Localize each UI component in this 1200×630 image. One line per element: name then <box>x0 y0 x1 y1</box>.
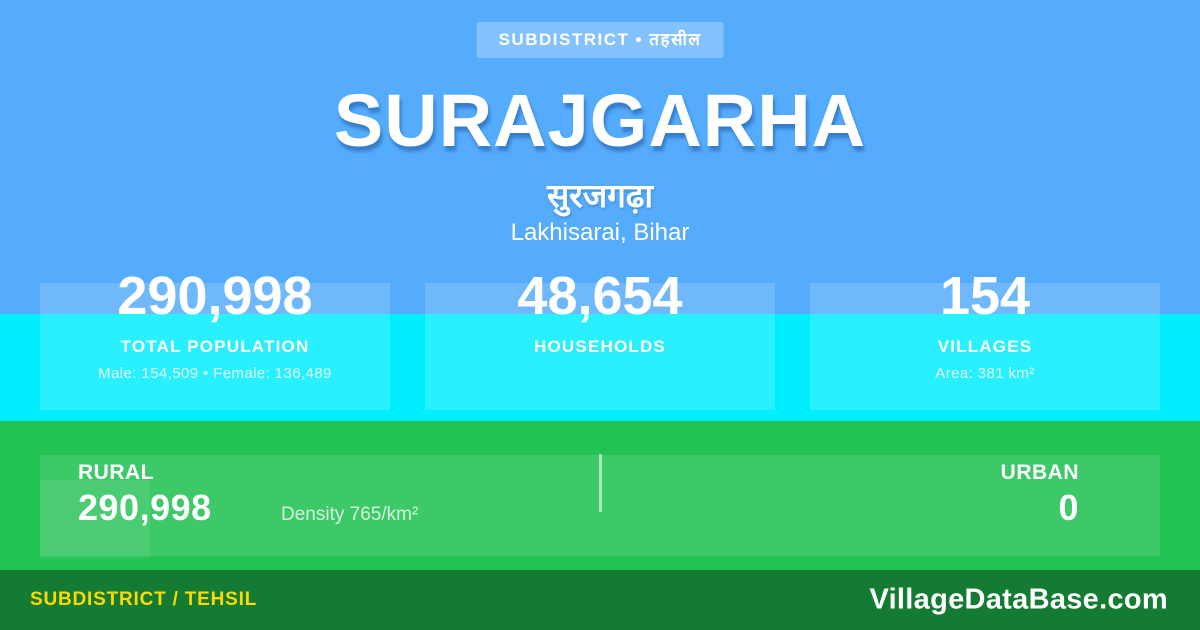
stat-value-villages: 154 <box>939 266 1031 326</box>
stat-sub-gender-split: Male: 154,509 • Female: 136,489 <box>98 365 332 382</box>
rural-urban-divider <box>599 454 602 512</box>
subdistrict-badge: SUBDISTRICT • तहसील <box>476 22 724 58</box>
stat-label-total-population: TOTAL POPULATION <box>120 337 310 356</box>
stat-card-households: 48,654 HOUSEHOLDS <box>425 266 775 410</box>
stat-value-total-population: 290,998 <box>117 266 313 326</box>
stat-card-villages: 154 VILLAGES Area: 381 km² <box>810 266 1160 410</box>
stat-value-households: 48,654 <box>517 266 683 326</box>
urban-value: 0 <box>1058 487 1079 528</box>
footer-bar: SUBDISTRICT / TEHSIL VillageDataBase.com <box>0 570 1200 630</box>
urban-label: URBAN <box>1000 461 1079 484</box>
page-title: SURAJGARHA <box>333 79 867 162</box>
density-text: Density 765/km² <box>281 504 419 525</box>
rural-value: 290,998 <box>78 487 212 528</box>
page-title-hindi: सुरजगढ़ा <box>547 177 653 214</box>
location-text: Lakhisarai, Bihar <box>510 219 690 246</box>
footer-site-brand: VillageDataBase.com <box>869 583 1168 616</box>
rural-block: RURAL 290,998 <box>78 461 212 529</box>
rural-urban-band: RURAL 290,998 Density 765/km² URBAN 0 <box>0 421 1200 570</box>
stat-sub-area: Area: 381 km² <box>935 365 1035 382</box>
stats-band <box>0 314 1200 421</box>
urban-block: URBAN 0 <box>1001 461 1079 529</box>
rural-label: RURAL <box>78 461 154 484</box>
decorative-overlay <box>40 480 150 558</box>
footer-type-label: SUBDISTRICT / TEHSIL <box>30 589 258 610</box>
stat-label-villages: VILLAGES <box>937 337 1033 356</box>
stat-card-total-population: 290,998 TOTAL POPULATION Male: 154,509 •… <box>40 266 390 410</box>
stat-label-households: HOUSEHOLDS <box>534 337 666 356</box>
